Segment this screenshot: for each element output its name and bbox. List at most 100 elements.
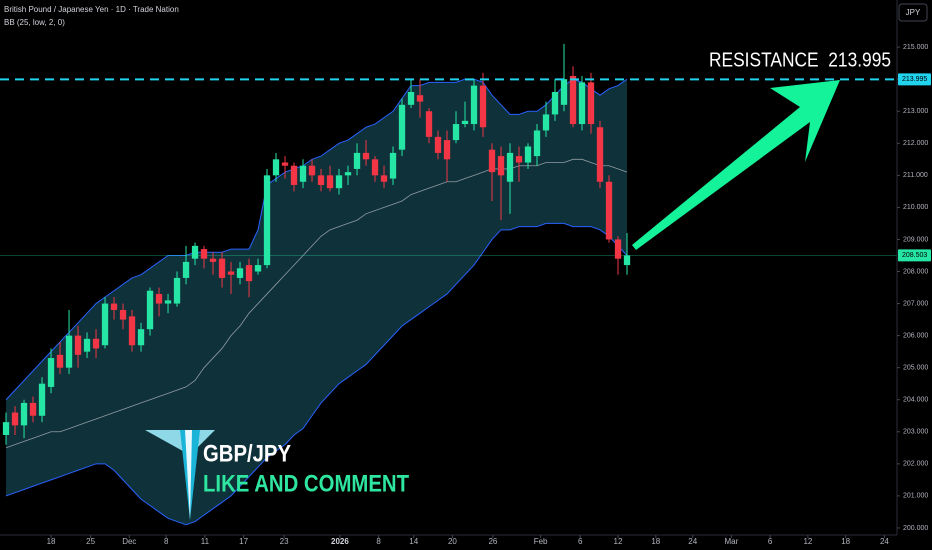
x-tick-label: 25 xyxy=(86,537,95,546)
x-tick-label: 18 xyxy=(47,537,56,546)
band-line xyxy=(5,78,628,401)
candle-body xyxy=(263,175,271,266)
candle-body xyxy=(173,277,181,304)
y-tick-label: 209.000 xyxy=(903,236,928,243)
logo xyxy=(145,430,215,520)
candle-body xyxy=(560,79,568,105)
x-tick-label: 17 xyxy=(239,537,248,546)
chart-title: British Pound / Japanese Yen · 1D · Trad… xyxy=(4,5,179,14)
y-tick-label: 208.000 xyxy=(903,268,928,275)
candle-body xyxy=(389,152,397,179)
candle-body xyxy=(38,383,46,416)
current-price-box xyxy=(898,249,931,262)
candle-body xyxy=(218,258,226,278)
y-tick-label: 202.000 xyxy=(903,461,928,468)
candle-body xyxy=(578,82,586,125)
resistance-label: RESISTANCE 213.995 xyxy=(709,50,891,72)
x-tick-label: 6 xyxy=(768,537,773,546)
candle-body xyxy=(281,162,289,166)
candle-body xyxy=(11,412,19,426)
y-tick-label: 205.000 xyxy=(903,365,928,372)
candle-body xyxy=(47,358,55,387)
x-tick-label: 12 xyxy=(803,537,812,546)
x-tick-label: 18 xyxy=(841,537,850,546)
candle-body xyxy=(479,85,487,128)
candle-body xyxy=(308,165,316,176)
logo-subtitle: LIKE AND COMMENT xyxy=(203,470,409,497)
candle-body xyxy=(443,140,451,160)
plot-area xyxy=(0,43,897,526)
candle-body xyxy=(533,130,541,157)
candle-body xyxy=(398,104,406,150)
currency-button[interactable] xyxy=(898,3,928,22)
candle-body xyxy=(236,268,244,278)
candle-body xyxy=(614,239,622,259)
y-tick-label: 210.000 xyxy=(903,204,928,211)
candle-body xyxy=(29,402,37,416)
y-tick-label: 203.000 xyxy=(903,429,928,436)
x-tick-label: 8 xyxy=(164,537,169,546)
candle-body xyxy=(290,165,298,185)
y-tick-label: 201.000 xyxy=(903,493,928,500)
candle-body xyxy=(56,354,64,368)
candle-body xyxy=(542,114,550,131)
candle-body xyxy=(434,136,442,153)
candle-body xyxy=(227,271,235,275)
logo-shape xyxy=(185,430,192,520)
currency-button-label[interactable]: JPY xyxy=(906,8,921,17)
y-tick-label: 204.000 xyxy=(903,397,928,404)
candle-body xyxy=(569,75,577,125)
x-tick-label: 14 xyxy=(409,537,418,546)
candle-body xyxy=(362,152,370,160)
candle-body xyxy=(425,111,433,137)
x-tick-label: 11 xyxy=(201,537,210,546)
x-tick-label: 6 xyxy=(578,537,583,546)
candle-body xyxy=(452,124,460,141)
candle-body xyxy=(119,309,127,320)
x-tick-label: 23 xyxy=(280,537,289,546)
candle-body xyxy=(128,316,136,346)
candle-body xyxy=(146,290,154,330)
candle-body xyxy=(326,175,334,189)
candle-body xyxy=(245,265,253,282)
y-tick-label: 200.000 xyxy=(903,525,928,532)
candle-body xyxy=(254,265,262,272)
candle-body xyxy=(344,172,352,176)
band-line xyxy=(5,222,628,526)
x-tick-label: 24 xyxy=(880,537,889,546)
candle-body xyxy=(110,303,118,310)
candle-body xyxy=(155,293,163,304)
candle-body xyxy=(2,422,10,435)
current-price: 208.503 xyxy=(902,252,927,259)
candle-body xyxy=(461,120,469,125)
candle-body xyxy=(209,258,217,262)
candle-body xyxy=(74,335,82,355)
candle-body xyxy=(497,156,505,176)
indicator-label: BB (25, low, 2, 0) xyxy=(4,18,65,27)
y-tick-label: 206.000 xyxy=(903,332,928,339)
candle-body xyxy=(92,338,100,349)
candle-body xyxy=(191,245,199,259)
candle-body xyxy=(470,85,478,125)
candle-body xyxy=(65,335,73,368)
candle-body xyxy=(587,82,595,125)
x-tick-label: Feb xyxy=(534,537,548,546)
candle-body xyxy=(416,95,424,102)
arrow xyxy=(632,80,840,250)
x-tick-label: Dec xyxy=(122,537,136,546)
candle-body xyxy=(605,181,613,240)
candle-body xyxy=(371,159,379,176)
candle-body xyxy=(317,175,325,185)
x-tick-label: 12 xyxy=(614,537,623,546)
candle-body xyxy=(515,156,523,163)
x-tick-label: 8 xyxy=(376,537,381,546)
candle-body xyxy=(380,175,388,182)
candle-body xyxy=(488,149,496,173)
x-tick-label: Mar xyxy=(725,537,739,546)
x-tick-label: 24 xyxy=(688,537,697,546)
candle-body xyxy=(551,91,559,115)
candle-body xyxy=(20,402,28,426)
candle-body xyxy=(299,165,307,182)
x-tick-label: 26 xyxy=(488,537,497,546)
